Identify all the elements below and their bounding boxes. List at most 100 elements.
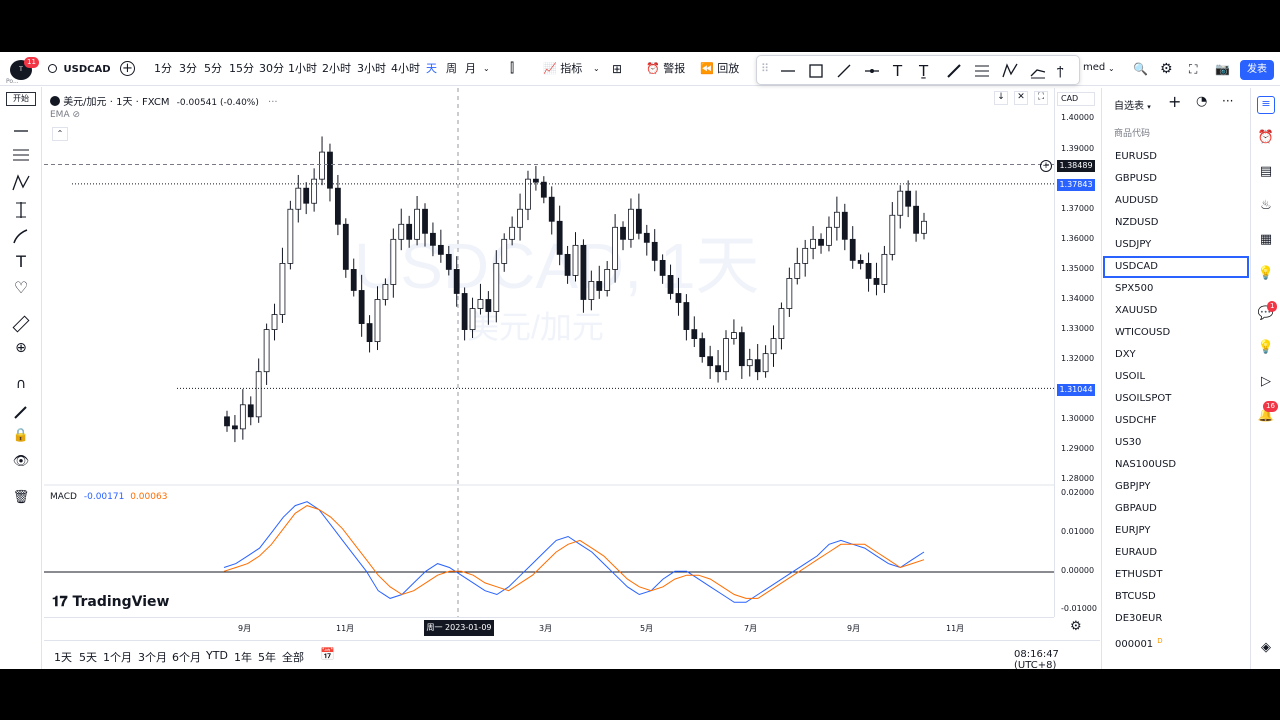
measure-icon[interactable]: ϯ — [1057, 64, 1064, 78]
brush-icon[interactable] — [945, 62, 963, 80]
hotlist-flame-icon[interactable]: ♨ — [1260, 198, 1272, 213]
chart-pane[interactable]: USDCAD, 1天 美元/加元 美元/加元 · 1天 · FXCM -0.00… — [44, 88, 1054, 617]
timeframe-1[interactable]: 3分 — [179, 62, 197, 75]
anchored-text-icon[interactable]: Ṯ — [919, 62, 929, 80]
timeframe-11[interactable]: 月 — [465, 62, 476, 75]
range-button-3[interactable]: 3个月 — [138, 651, 167, 664]
timeframe-5[interactable]: 1小时 — [288, 62, 317, 75]
watchlist-item[interactable]: EURAUD — [1103, 542, 1249, 564]
timeframe-3[interactable]: 15分 — [229, 62, 254, 75]
range-button-8[interactable]: 全部 — [282, 651, 304, 664]
lock-icon[interactable]: 🔒 — [12, 428, 30, 443]
timeframe-10[interactable]: 周 — [446, 62, 457, 75]
brush-tool-icon[interactable] — [11, 226, 31, 246]
timeframe-dropdown-icon[interactable]: ⌄ — [483, 64, 490, 73]
timeframe-4[interactable]: 30分 — [259, 62, 284, 75]
go-to-date-icon[interactable]: 📅 — [320, 647, 335, 661]
data-window-icon[interactable]: ▤ — [1259, 164, 1273, 179]
drag-handle-icon[interactable]: ⠿ — [761, 62, 770, 75]
watchlist-item[interactable]: EURJPY — [1103, 520, 1249, 542]
watchlist-item[interactable]: EURUSD — [1103, 146, 1249, 168]
range-button-4[interactable]: 6个月 — [172, 651, 201, 664]
trash-icon[interactable]: 🗑 — [12, 490, 30, 505]
price-scale[interactable]: CAD 1.40000 1.39000 1.37000 1.36000 1.35000 1… — [1054, 88, 1100, 617]
watchlist-item[interactable]: ETHUSDT — [1103, 564, 1249, 586]
alert-button[interactable]: ⏰ 警报 — [646, 60, 685, 78]
watchlist-item[interactable]: AUDUSD — [1103, 190, 1249, 212]
clock-display[interactable]: 08:16:47 (UTC+8) — [1014, 649, 1059, 669]
advanced-view-icon[interactable]: ◔ — [1196, 94, 1208, 109]
watchlist-item[interactable]: DXY — [1103, 344, 1249, 366]
watchlist-item[interactable]: DE30EUR — [1103, 608, 1249, 630]
symbol-search[interactable]: USDCAD — [48, 60, 111, 78]
alarm-icon[interactable]: ⏰ — [1257, 130, 1275, 145]
text-tool-side-icon[interactable]: T — [16, 252, 26, 271]
eye-hidden-icon[interactable]: ⊘ — [72, 110, 81, 120]
range-button-2[interactable]: 1个月 — [103, 651, 132, 664]
watchlist-item[interactable]: GBPUSD — [1103, 168, 1249, 190]
add-symbol-icon[interactable]: + — [1168, 92, 1182, 111]
watchlist-title[interactable]: 自选表 ▾ — [1114, 97, 1151, 112]
eye-icon[interactable]: 👁 — [12, 454, 30, 469]
replay-button[interactable]: ⏪ 回放 — [700, 60, 739, 78]
pattern-tool-icon[interactable] — [11, 173, 31, 193]
notifications-icon[interactable]: 💡 — [1257, 340, 1275, 355]
time-axis-settings-icon[interactable]: ⚙ — [1070, 619, 1082, 634]
rectangle-icon[interactable] — [807, 62, 825, 80]
range-button-6[interactable]: 1年 — [234, 651, 252, 664]
column-header[interactable]: 商品代码 — [1114, 129, 1151, 139]
range-button-5[interactable]: YTD — [206, 649, 228, 662]
indicators-button[interactable]: 📈 指标 — [543, 60, 582, 78]
scroll-down-icon[interactable]: ↓ — [994, 91, 1008, 105]
timeframe-2[interactable]: 5分 — [204, 62, 222, 75]
magnet-icon[interactable]: ∩ — [15, 376, 27, 392]
ema-legend[interactable]: EMA ⊘ — [50, 110, 80, 120]
more-options-icon[interactable]: ··· — [1222, 94, 1234, 108]
stream-play-icon[interactable]: ▷ — [1261, 374, 1271, 389]
watchlist-item[interactable]: USDCAD — [1103, 256, 1249, 278]
currency-selector[interactable]: CAD — [1057, 92, 1095, 106]
range-button-7[interactable]: 5年 — [258, 651, 276, 664]
watchlist-item[interactable]: BTCUSD — [1103, 586, 1249, 608]
watchlist-item[interactable]: 000001 D — [1103, 630, 1249, 652]
settings-dropdown-icon[interactable]: ⌄ — [1108, 64, 1115, 73]
maximize-pane-icon[interactable]: ⛶ — [1034, 91, 1048, 105]
watchlist-item[interactable]: USDCHF — [1103, 410, 1249, 432]
collapse-legend-icon[interactable]: ⌃ — [52, 127, 68, 141]
watchlist-item[interactable]: XAUUSD — [1103, 300, 1249, 322]
compare-add-icon[interactable]: + — [120, 61, 135, 76]
fib-retracement-icon[interactable] — [973, 62, 991, 80]
timeframe-6[interactable]: 2小时 — [322, 62, 351, 75]
watchlist-item[interactable]: USOIL — [1103, 366, 1249, 388]
pattern-icon[interactable] — [1001, 62, 1019, 80]
timeframe-0[interactable]: 1分 — [154, 62, 172, 75]
projection-icon[interactable] — [11, 200, 31, 220]
legend-more-icon[interactable]: ··· — [268, 97, 278, 108]
open-button[interactable]: 开始 — [6, 92, 36, 106]
watchlist-item[interactable]: US30 — [1103, 432, 1249, 454]
range-button-0[interactable]: 1天 — [54, 651, 72, 664]
watchlist-item[interactable]: SPX500 — [1103, 278, 1249, 300]
layouts-grid-icon[interactable]: ⊞ — [612, 62, 623, 76]
indicators-dropdown-icon[interactable]: ⌄ — [593, 64, 600, 73]
chart-type-candles-icon[interactable]: ⫿ — [510, 61, 515, 76]
range-button-1[interactable]: 5天 — [79, 651, 97, 664]
crosshair-icon[interactable] — [11, 121, 31, 141]
heart-icon[interactable]: ♡ — [13, 278, 29, 297]
watchlist-item[interactable]: GBPAUD — [1103, 498, 1249, 520]
watchlist-item[interactable]: WTICOUSD — [1103, 322, 1249, 344]
watchlist-item[interactable]: USOILSPOT — [1103, 388, 1249, 410]
lock-pencil-icon[interactable] — [11, 402, 31, 422]
horizontal-line-icon[interactable] — [779, 62, 797, 80]
ideas-bulb-icon[interactable]: 💡 — [1257, 266, 1275, 281]
watchlist-item[interactable]: GBPJPY — [1103, 476, 1249, 498]
watchlist-item[interactable]: NAS100USD — [1103, 454, 1249, 476]
ray-icon[interactable] — [863, 62, 881, 80]
fullscreen-icon[interactable]: ⛶ — [1189, 62, 1198, 76]
watchlist-item[interactable]: USDJPY — [1103, 234, 1249, 256]
trend-line-icon[interactable] — [835, 62, 853, 80]
publish-button[interactable]: 发表 — [1240, 60, 1274, 80]
timeframe-8[interactable]: 4小时 — [391, 62, 420, 75]
tradingview-logo[interactable]: 𝟏𝟕 TradingView — [52, 594, 169, 610]
reset-scale-icon[interactable]: ✕ — [1014, 91, 1028, 105]
